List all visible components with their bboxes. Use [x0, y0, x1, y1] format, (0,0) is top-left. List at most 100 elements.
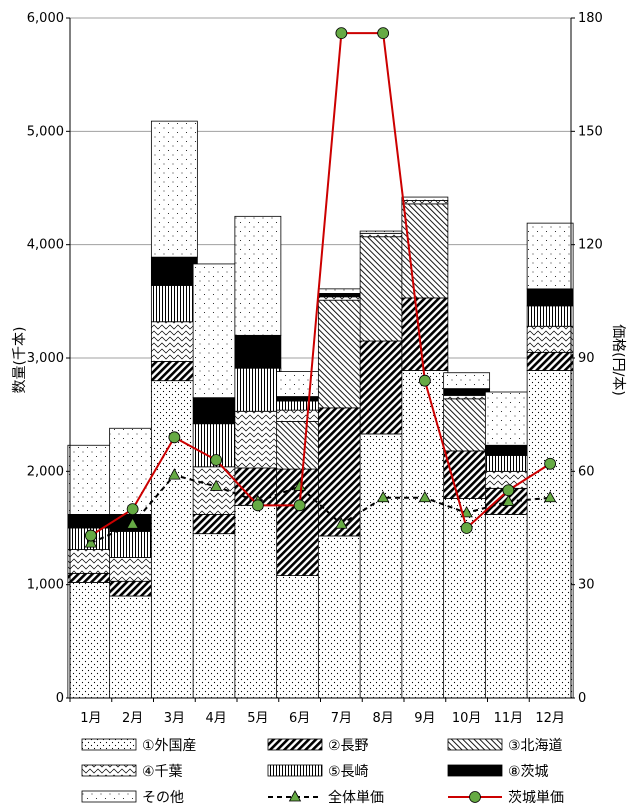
bar-segment: [192, 514, 240, 535]
left-axis-ticks: 0 1,000 2,000 3,000 4,000 5,000 6,000: [27, 11, 70, 706]
data-point: [84, 529, 97, 542]
tick-label: 10月: [452, 711, 482, 726]
legend-swatch: [81, 738, 137, 751]
data-point: [251, 499, 264, 512]
bar-segment: [359, 340, 407, 435]
tick-label: 1,000: [27, 578, 64, 593]
bar-segment: [317, 292, 365, 298]
legend-entry: その他: [81, 790, 184, 806]
tick-label: 180: [578, 11, 603, 26]
bar-segment: [317, 407, 365, 537]
data-point: [544, 457, 557, 470]
data-point: [168, 468, 181, 480]
bar-segment: [401, 297, 449, 371]
tick-label: 120: [578, 238, 603, 253]
tick-label: 5月: [247, 711, 268, 726]
bar-segment: [276, 575, 324, 699]
bar-segment: [109, 595, 157, 699]
bar-segment: [67, 549, 115, 574]
bar-segment: [359, 232, 407, 238]
bar-segment: [317, 296, 365, 301]
tick-label: 5,000: [27, 124, 64, 139]
tick-label: 12月: [535, 711, 565, 726]
legend-marker: [469, 791, 481, 803]
bar-segment: [484, 391, 532, 446]
legend-entry: ③北海道: [447, 738, 563, 754]
bar-segment: [150, 285, 198, 323]
legend-entry: 茨城単価: [448, 790, 564, 806]
series-line: [90, 473, 551, 545]
bar-segment: [234, 504, 282, 699]
legend-entry: ④千葉: [81, 764, 183, 780]
bar-segment: [359, 236, 407, 342]
bar-segment: [234, 215, 282, 336]
legend-entry: ①外国産: [81, 738, 197, 754]
bar-segment: [359, 433, 407, 699]
tick-label: 2,000: [27, 464, 64, 479]
bar-segment: [192, 533, 240, 699]
legend-label: ⑧茨城: [508, 764, 549, 780]
bar-segment: [150, 120, 198, 258]
tick-label: 4月: [205, 711, 226, 726]
bar-segment: [192, 263, 240, 399]
legend-swatch: [447, 764, 503, 777]
tick-label: 8月: [372, 711, 393, 726]
data-point: [418, 374, 431, 387]
tick-label: 3,000: [27, 351, 64, 366]
bar-segment: [484, 514, 532, 699]
bar-segment: [526, 222, 574, 290]
bar-segment: [109, 580, 157, 597]
data-point: [168, 431, 181, 444]
legend-label: ④千葉: [142, 764, 183, 780]
bar-segment: [317, 288, 365, 294]
tick-label: 2月: [122, 711, 143, 726]
bar-segment: [317, 535, 365, 699]
bar-segment: [150, 321, 198, 362]
bar-segment: [150, 360, 198, 382]
bar-segment: [67, 572, 115, 583]
tick-label: 60: [578, 464, 595, 479]
bar-segment: [109, 531, 157, 558]
price-lines: [84, 27, 557, 548]
legend-label: ③北海道: [508, 738, 563, 754]
legend-label: ⑤長崎: [328, 764, 369, 780]
bar-segment: [484, 444, 532, 456]
bar-segment: [234, 410, 282, 469]
data-point: [84, 536, 98, 548]
bar-segment: [401, 196, 449, 201]
left-axis-title: 数量(千本): [12, 327, 28, 394]
bar-segment: [276, 396, 324, 402]
legend-swatch: [267, 764, 323, 777]
legend-entry: ②長野: [267, 738, 369, 754]
bar-segment: [317, 299, 365, 409]
legend-entry: ⑤長崎: [267, 764, 369, 780]
bar-segment: [192, 397, 240, 425]
bar-segment: [443, 394, 491, 400]
legend-swatch: [447, 738, 503, 751]
bar-segment: [359, 230, 407, 234]
bar-segment: [276, 409, 324, 422]
tick-label: 9月: [414, 711, 435, 726]
bar-segment: [526, 288, 574, 307]
data-point: [377, 27, 390, 40]
legend-marker: [288, 790, 302, 802]
right-axis-ticks: 0 30 60 90 120 150 180: [571, 11, 603, 706]
data-point: [460, 522, 473, 534]
legend-swatch: [267, 738, 323, 751]
bar-segment: [526, 351, 574, 371]
bar-segment: [234, 334, 282, 369]
tick-label: 90: [578, 351, 595, 366]
data-point: [418, 490, 432, 503]
tick-label: 1月: [80, 711, 101, 726]
tick-label: 0: [578, 691, 586, 706]
bar-segment: [67, 444, 115, 515]
legend-label: ①外国産: [142, 738, 197, 754]
bar-segment: [443, 398, 491, 452]
data-point: [126, 517, 139, 529]
tick-label: 7月: [331, 711, 352, 726]
bar-segment: [150, 380, 198, 699]
tick-label: 3月: [164, 711, 185, 726]
tick-label: 6,000: [27, 11, 64, 26]
